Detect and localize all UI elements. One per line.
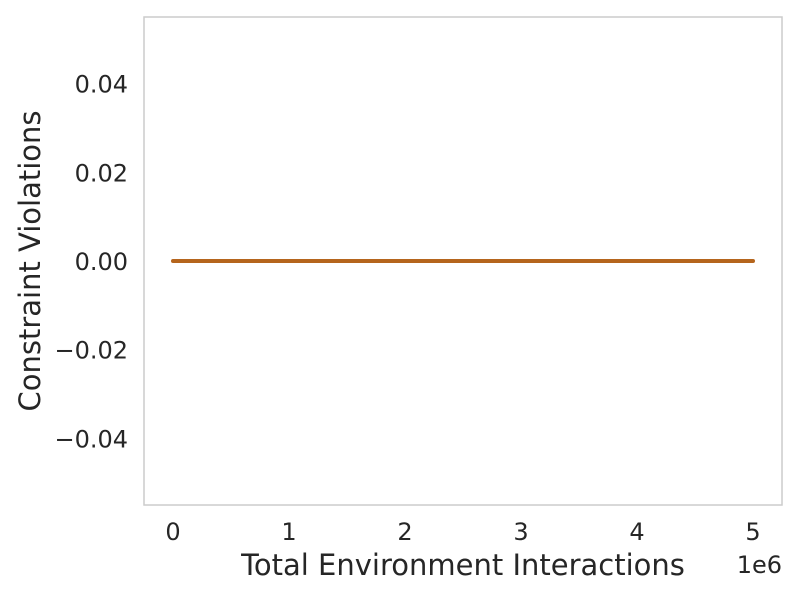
y-tick-label: 0.04 [75, 71, 128, 99]
y-tick-label: −0.02 [54, 337, 128, 365]
x-tick-labels: 0 1 2 3 4 5 [165, 518, 760, 546]
x-axis-label: Total Environment Interactions [240, 548, 685, 582]
x-tick-label: 1 [281, 518, 296, 546]
y-tick-labels: 0.04 0.02 0.00 −0.02 −0.04 [54, 71, 128, 454]
x-tick-label: 4 [629, 518, 644, 546]
y-tick-label: −0.04 [54, 425, 128, 453]
x-tick-label: 2 [397, 518, 412, 546]
x-tick-label: 3 [513, 518, 528, 546]
y-tick-label: 0.00 [75, 248, 128, 276]
x-tick-label: 5 [745, 518, 760, 546]
y-axis-label: Constraint Violations [13, 110, 47, 411]
x-tick-label: 0 [165, 518, 180, 546]
y-tick-label: 0.02 [75, 159, 128, 187]
x-offset-label: 1e6 [737, 551, 782, 579]
